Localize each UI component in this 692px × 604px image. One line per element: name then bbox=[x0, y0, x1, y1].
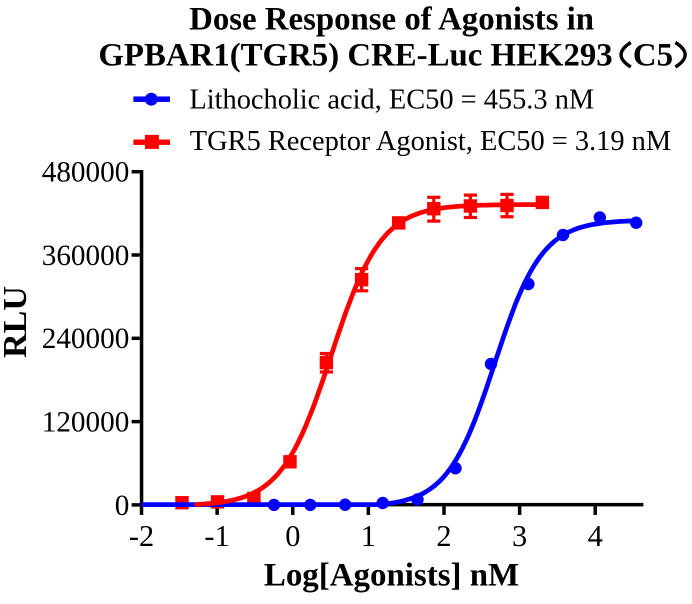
svg-text:2: 2 bbox=[436, 519, 451, 553]
svg-text:480000: 480000 bbox=[42, 157, 130, 189]
svg-text:0: 0 bbox=[285, 519, 300, 553]
svg-text:360000: 360000 bbox=[42, 240, 130, 272]
svg-text:Lithocholic acid, EC50 = 455.3: Lithocholic acid, EC50 = 455.3 nM bbox=[189, 84, 594, 115]
svg-text:240000: 240000 bbox=[42, 323, 130, 355]
svg-text:C5: C5 bbox=[633, 37, 673, 73]
svg-text:Log[Agonists] nM: Log[Agonists] nM bbox=[264, 558, 519, 594]
svg-text:Dose Response of Agonists in: Dose Response of Agonists in bbox=[189, 1, 594, 37]
svg-text:120000: 120000 bbox=[42, 407, 130, 439]
svg-text:GPBAR1(TGR5) CRE-Luc HEK293: GPBAR1(TGR5) CRE-Luc HEK293 bbox=[98, 37, 612, 73]
svg-text:TGR5 Receptor Agonist, EC50 =: TGR5 Receptor Agonist, EC50 = 3.19 nM bbox=[190, 126, 671, 157]
svg-text:1: 1 bbox=[361, 519, 376, 553]
svg-text:0: 0 bbox=[115, 490, 130, 522]
svg-text:3: 3 bbox=[512, 519, 527, 553]
svg-text:4: 4 bbox=[588, 519, 603, 553]
svg-text:-1: -1 bbox=[204, 519, 229, 553]
svg-text:-2: -2 bbox=[129, 519, 154, 553]
svg-text:RLU: RLU bbox=[0, 286, 34, 358]
